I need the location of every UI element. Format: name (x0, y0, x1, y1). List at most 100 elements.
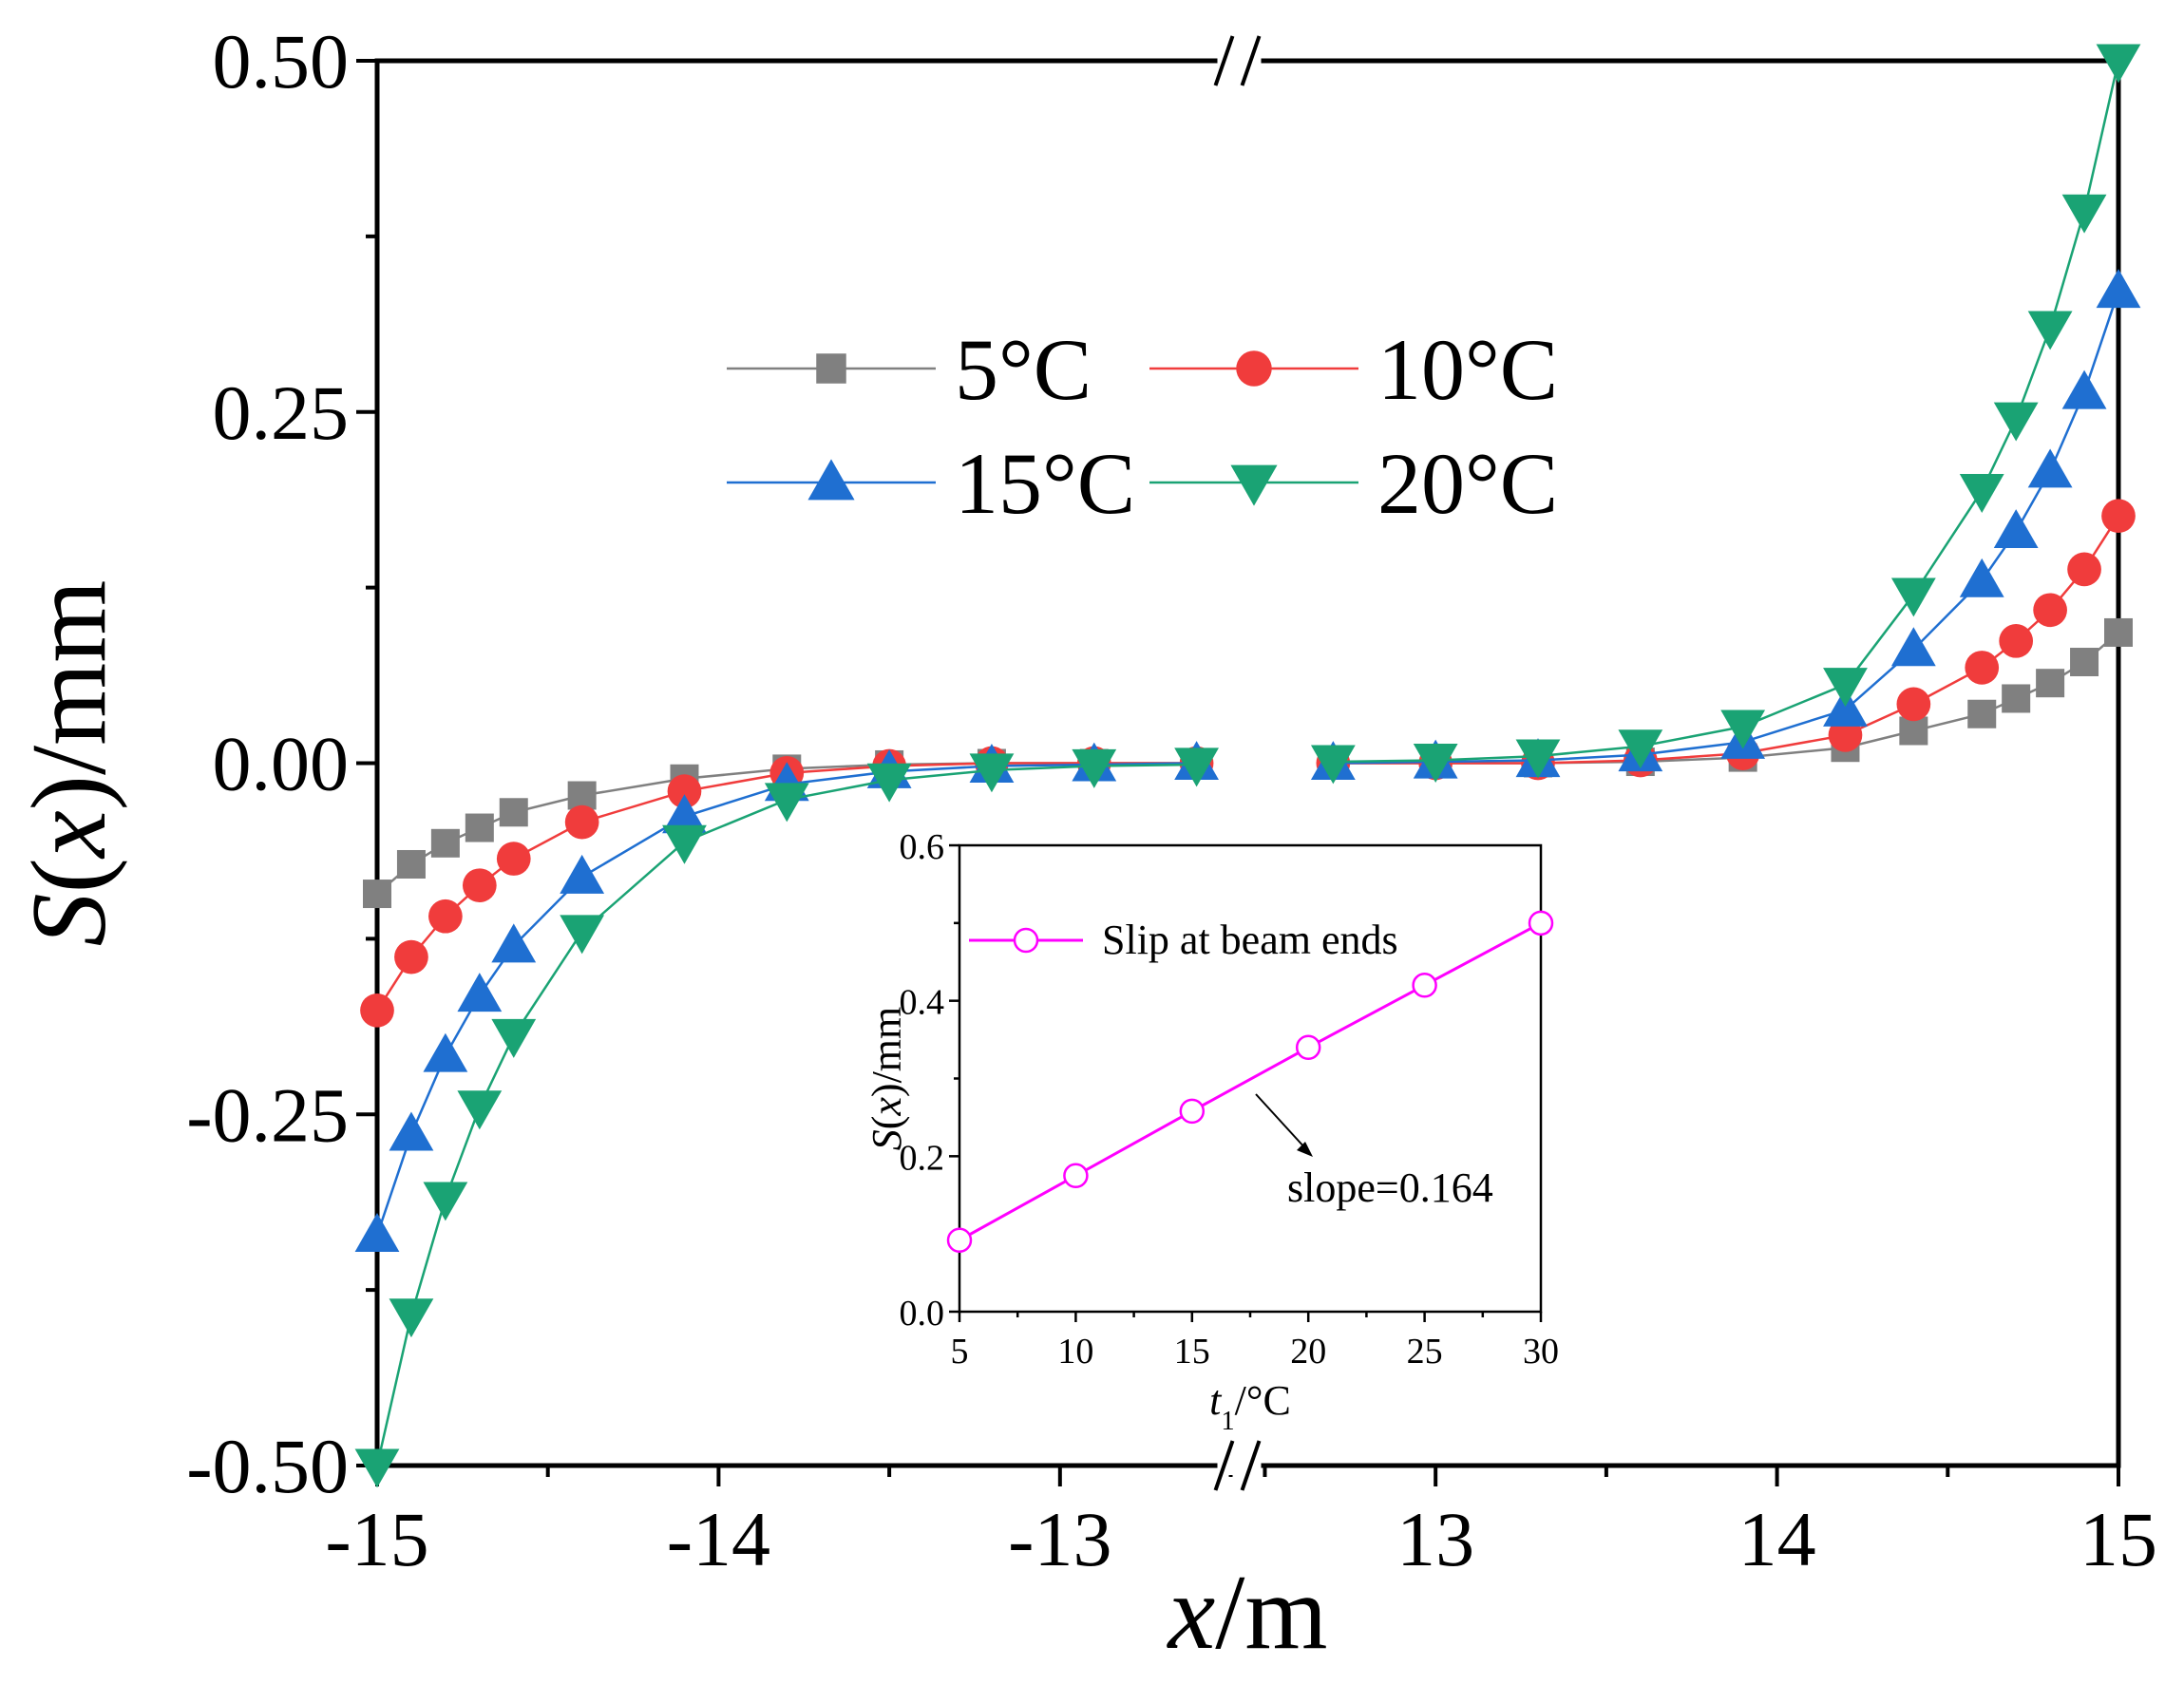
series-3-point (491, 1018, 537, 1058)
series-3-point (423, 1182, 468, 1221)
main-xtick-label: -15 (325, 1496, 428, 1582)
annotation-arrow-head (1297, 1142, 1313, 1157)
main-ytick-label: 0.00 (213, 721, 350, 807)
legend-marker (1230, 464, 1278, 506)
series-1-point (667, 774, 702, 808)
series-0-point (465, 813, 494, 842)
inset-xtick-label: 15 (1174, 1332, 1210, 1372)
inset-xlabel: t1/°C (1209, 1377, 1291, 1436)
inset-series-point (1295, 1034, 1321, 1061)
inset-ytick-label: 0.0 (900, 1294, 945, 1334)
series-0-point (2104, 617, 2133, 647)
main-series-layer (354, 44, 2141, 1488)
legend-label: 20°C (1377, 435, 1558, 532)
series-3-point (354, 1448, 400, 1488)
annotation-text: slope=0.164 (1287, 1164, 1493, 1211)
legend-label: 10°C (1377, 321, 1558, 418)
series-3-point (764, 783, 809, 823)
inset-series-line (959, 921, 1542, 1242)
inset-ytick-label: 0.2 (900, 1138, 945, 1178)
series-1-point (1896, 687, 1931, 722)
main-ylabel: S(x)/mm (10, 580, 128, 947)
series-2-point (662, 794, 707, 834)
series-0-point (1899, 716, 1928, 746)
series-0-point (2002, 684, 2031, 713)
series-3-point (389, 1298, 434, 1338)
inset-chart: 0.0 0.2 0.4 0.6 5 10 15 20 25 30 t1/°C S(x)/mm Slip … (864, 827, 1559, 1436)
series-1-point (2067, 552, 2101, 587)
series-1-point (394, 939, 428, 974)
inset-ylabel: S(x)/mm (864, 1007, 910, 1151)
series-2-point (2096, 269, 2141, 309)
series-1-point (2033, 593, 2067, 628)
inset-legend-marker (1013, 927, 1039, 954)
main-xtick-label: 15 (2080, 1496, 2157, 1582)
annotation-arrow-line (1255, 1093, 1307, 1150)
inset-series-point (1412, 973, 1437, 998)
series-1-point (1999, 623, 2034, 658)
inset-xtick-label: 20 (1290, 1332, 1326, 1372)
series-2-point (2027, 448, 2073, 488)
legend-label: 15°C (955, 435, 1135, 532)
main-ytick-label: -0.25 (186, 1071, 349, 1158)
series-0-point (430, 828, 460, 858)
axis-break-slash (1213, 1440, 1235, 1491)
series-2-point (354, 1213, 400, 1252)
legend-marker (807, 459, 855, 501)
series-line-2 (1333, 291, 2120, 765)
main-xtick-label: 14 (1738, 1496, 1816, 1582)
legend: 5°C 10°C 15°C 20°C (727, 321, 1558, 532)
series-2-point (389, 1111, 434, 1151)
series-2-point (423, 1032, 468, 1072)
series-0-point (1967, 699, 1997, 728)
series-3-point (1174, 747, 1219, 787)
inset-xtick-label: 5 (951, 1332, 969, 1372)
series-2-point (457, 973, 503, 1012)
main-ytick-label: 0.50 (213, 18, 350, 104)
series-1-point (1828, 718, 1863, 752)
inset-series-point (1179, 1098, 1206, 1125)
inset-ytick-label: 0.6 (900, 827, 945, 867)
series-1-point (1965, 651, 2000, 685)
series-3-point (1515, 739, 1561, 779)
inset-xtick-label: 10 (1057, 1332, 1093, 1372)
series-1-point (428, 899, 463, 934)
series-1-point (462, 868, 497, 903)
main-ytick-label: -0.50 (186, 1423, 349, 1509)
series-0-point (499, 798, 528, 827)
series-line-3 (375, 763, 1197, 1466)
series-3-point (866, 763, 912, 803)
series-1-point (564, 804, 599, 840)
series-0-point (2036, 669, 2065, 698)
series-2-point (560, 854, 605, 894)
series-3-point (1413, 743, 1458, 783)
series-1-point (496, 842, 531, 876)
series-3-point (1959, 474, 2004, 513)
series-3-point (1720, 710, 1766, 749)
axis-break-slash (1213, 35, 1235, 86)
series-2-point (1823, 687, 1868, 727)
main-xtick-label: -13 (1008, 1496, 1111, 1582)
series-3-point (969, 753, 1015, 793)
series-0-point (396, 849, 426, 879)
series-2-point (1993, 509, 2039, 549)
main-ytick-label: 0.25 (213, 369, 350, 456)
series-0-point (363, 880, 391, 909)
inset-series-point (1063, 1163, 1089, 1189)
series-0-point (567, 781, 597, 810)
main-plot-frame (374, 58, 2121, 1468)
series-3-point (2061, 194, 2107, 234)
series-2-point (2061, 369, 2107, 409)
main-xlabel: x/m (1167, 1554, 1328, 1672)
series-3-point (1993, 402, 2039, 442)
axis-break-slash (1240, 1440, 1262, 1491)
series-3-point (560, 915, 605, 955)
series-1-point (360, 993, 394, 1028)
series-3-point (1823, 668, 1868, 708)
main-xtick-label: -14 (667, 1496, 770, 1582)
inset-legend-label: Slip at beam ends (1102, 917, 1398, 963)
series-3-point (457, 1090, 503, 1130)
series-3-point (1072, 748, 1117, 788)
series-3-point (1890, 577, 1936, 617)
inset-series-point (1528, 910, 1554, 937)
